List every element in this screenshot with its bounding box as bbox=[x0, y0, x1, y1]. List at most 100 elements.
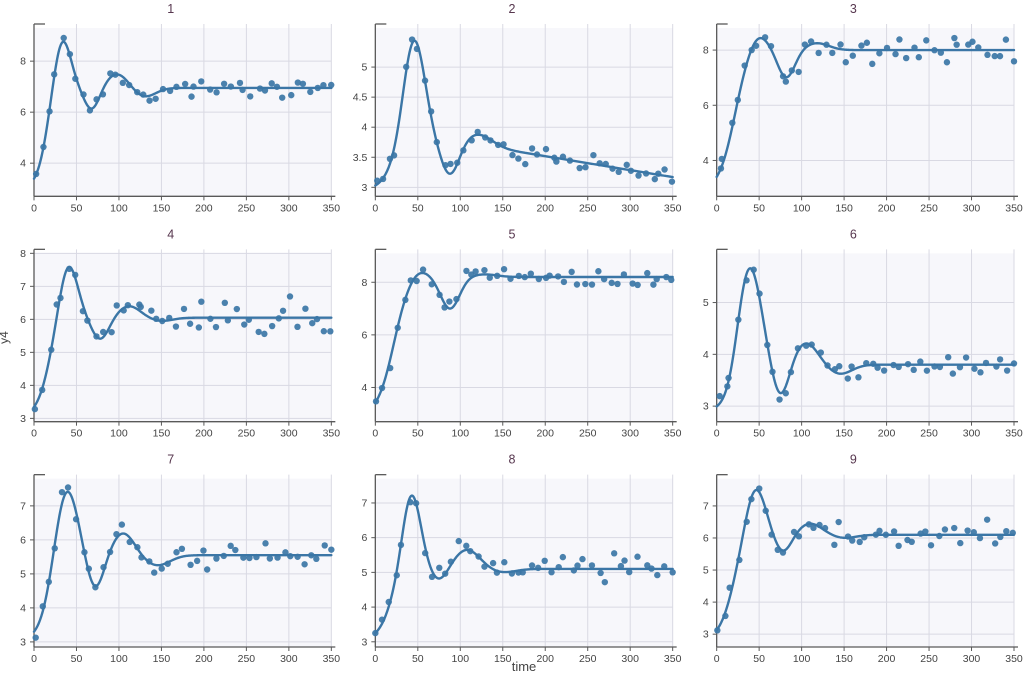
svg-text:4: 4 bbox=[167, 227, 174, 241]
svg-text:9: 9 bbox=[850, 453, 857, 467]
svg-text:7: 7 bbox=[703, 500, 709, 512]
svg-text:150: 150 bbox=[835, 202, 853, 214]
svg-text:300: 300 bbox=[280, 653, 298, 665]
svg-text:150: 150 bbox=[494, 428, 512, 440]
svg-text:7: 7 bbox=[167, 453, 174, 467]
svg-text:300: 300 bbox=[621, 428, 639, 440]
svg-text:200: 200 bbox=[536, 428, 554, 440]
svg-text:150: 150 bbox=[835, 653, 853, 665]
svg-text:5: 5 bbox=[509, 227, 516, 241]
svg-text:250: 250 bbox=[579, 202, 597, 214]
svg-text:6: 6 bbox=[703, 100, 709, 112]
svg-text:8: 8 bbox=[20, 248, 26, 260]
svg-text:300: 300 bbox=[963, 428, 981, 440]
svg-text:200: 200 bbox=[878, 202, 896, 214]
svg-text:100: 100 bbox=[452, 428, 470, 440]
svg-text:3: 3 bbox=[361, 182, 367, 194]
svg-text:5: 5 bbox=[361, 62, 367, 74]
svg-text:50: 50 bbox=[753, 428, 765, 440]
svg-text:300: 300 bbox=[963, 202, 981, 214]
svg-text:350: 350 bbox=[1005, 653, 1023, 665]
svg-text:50: 50 bbox=[412, 202, 424, 214]
svg-text:350: 350 bbox=[664, 653, 682, 665]
svg-text:350: 350 bbox=[323, 653, 341, 665]
svg-text:6: 6 bbox=[20, 534, 26, 546]
svg-text:50: 50 bbox=[753, 202, 765, 214]
svg-text:5: 5 bbox=[703, 297, 709, 309]
svg-text:100: 100 bbox=[452, 653, 470, 665]
svg-text:6: 6 bbox=[361, 329, 367, 341]
svg-text:50: 50 bbox=[412, 428, 424, 440]
svg-text:150: 150 bbox=[153, 202, 171, 214]
svg-text:0: 0 bbox=[31, 653, 37, 665]
svg-text:8: 8 bbox=[20, 56, 26, 68]
svg-text:4: 4 bbox=[361, 602, 367, 614]
svg-text:350: 350 bbox=[664, 202, 682, 214]
svg-text:300: 300 bbox=[963, 653, 981, 665]
svg-text:250: 250 bbox=[238, 653, 256, 665]
svg-text:350: 350 bbox=[323, 202, 341, 214]
svg-text:3: 3 bbox=[850, 2, 857, 16]
svg-text:0: 0 bbox=[714, 428, 720, 440]
svg-text:4: 4 bbox=[20, 158, 26, 170]
svg-text:3.5: 3.5 bbox=[353, 152, 368, 164]
svg-text:100: 100 bbox=[452, 202, 470, 214]
svg-text:200: 200 bbox=[878, 653, 896, 665]
svg-text:7: 7 bbox=[20, 500, 26, 512]
svg-text:50: 50 bbox=[753, 653, 765, 665]
svg-text:150: 150 bbox=[494, 653, 512, 665]
svg-text:150: 150 bbox=[153, 653, 171, 665]
svg-text:5: 5 bbox=[20, 347, 26, 359]
svg-text:3: 3 bbox=[20, 636, 26, 648]
svg-text:100: 100 bbox=[110, 428, 128, 440]
svg-text:3: 3 bbox=[361, 636, 367, 648]
svg-text:4: 4 bbox=[703, 155, 709, 167]
svg-text:0: 0 bbox=[714, 653, 720, 665]
svg-text:4: 4 bbox=[361, 122, 367, 134]
svg-text:8: 8 bbox=[361, 277, 367, 289]
svg-text:time: time bbox=[512, 659, 537, 674]
svg-text:100: 100 bbox=[110, 202, 128, 214]
svg-text:7: 7 bbox=[20, 281, 26, 293]
svg-text:5: 5 bbox=[20, 568, 26, 580]
svg-text:250: 250 bbox=[579, 653, 597, 665]
svg-text:6: 6 bbox=[20, 107, 26, 119]
svg-text:1: 1 bbox=[167, 2, 174, 16]
svg-text:350: 350 bbox=[1005, 428, 1023, 440]
svg-text:200: 200 bbox=[195, 202, 213, 214]
svg-text:100: 100 bbox=[793, 428, 811, 440]
svg-text:200: 200 bbox=[195, 428, 213, 440]
svg-text:150: 150 bbox=[494, 202, 512, 214]
svg-text:4: 4 bbox=[703, 349, 709, 361]
svg-text:150: 150 bbox=[835, 428, 853, 440]
svg-text:50: 50 bbox=[71, 428, 83, 440]
svg-text:0: 0 bbox=[372, 653, 378, 665]
svg-text:200: 200 bbox=[536, 653, 554, 665]
svg-text:3: 3 bbox=[703, 401, 709, 413]
svg-text:2: 2 bbox=[509, 2, 516, 16]
svg-text:250: 250 bbox=[920, 428, 938, 440]
svg-text:250: 250 bbox=[238, 428, 256, 440]
svg-text:350: 350 bbox=[323, 428, 341, 440]
svg-text:0: 0 bbox=[372, 428, 378, 440]
svg-text:4: 4 bbox=[20, 380, 26, 392]
svg-text:4: 4 bbox=[20, 602, 26, 614]
svg-text:300: 300 bbox=[280, 428, 298, 440]
svg-text:4.5: 4.5 bbox=[353, 92, 368, 104]
svg-text:200: 200 bbox=[536, 202, 554, 214]
svg-text:300: 300 bbox=[621, 202, 639, 214]
svg-text:y4: y4 bbox=[0, 331, 11, 344]
svg-text:3: 3 bbox=[20, 413, 26, 425]
svg-text:200: 200 bbox=[878, 428, 896, 440]
svg-text:250: 250 bbox=[238, 202, 256, 214]
svg-text:6: 6 bbox=[361, 532, 367, 544]
svg-text:0: 0 bbox=[31, 428, 37, 440]
svg-text:6: 6 bbox=[850, 227, 857, 241]
svg-text:3: 3 bbox=[703, 629, 709, 641]
svg-text:300: 300 bbox=[621, 653, 639, 665]
svg-text:100: 100 bbox=[793, 202, 811, 214]
svg-text:6: 6 bbox=[20, 314, 26, 326]
svg-text:100: 100 bbox=[110, 653, 128, 665]
svg-text:4: 4 bbox=[703, 597, 709, 609]
svg-text:100: 100 bbox=[793, 653, 811, 665]
